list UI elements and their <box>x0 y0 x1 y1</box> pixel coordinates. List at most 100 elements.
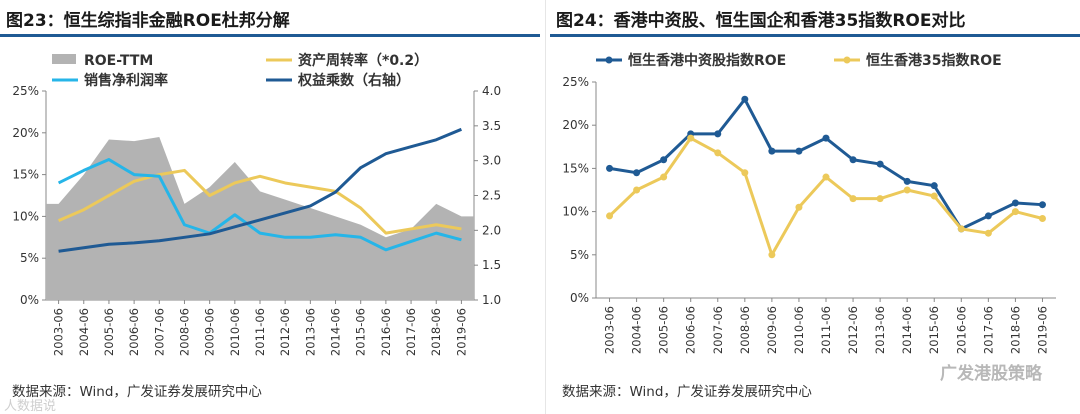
x-tick-label: 2006-06 <box>127 308 141 356</box>
title-rule <box>0 34 540 37</box>
chart-title: 图23：恒生综指非金融ROE杜邦分解 <box>6 11 290 31</box>
y-tick-label: 15% <box>562 161 589 175</box>
chart-panel-24: 图24：香港中资股、恒生国企和香港35指数ROE对比 0% 5% 10% 15% 20%… <box>550 0 1080 414</box>
data-point <box>606 164 614 172</box>
x-tick-label: 2011-06 <box>819 306 833 354</box>
chart-title: 图24：香港中资股、恒生国企和香港35指数ROE对比 <box>556 11 966 31</box>
series-line <box>608 136 1043 257</box>
data-point <box>984 229 992 237</box>
y-tick-label: 0% <box>570 291 589 305</box>
data-point <box>1038 201 1046 209</box>
data-point <box>741 169 749 177</box>
x-tick-label: 2004-06 <box>630 306 644 354</box>
data-point <box>984 212 992 220</box>
data-point <box>849 195 857 203</box>
chart-23-svg: 0% 5% 10% 15% 20% 25% 1.0 1.5 2.0 2.5 3.0 3.5 4.0 200… <box>12 52 501 356</box>
y-tick-label: 10% <box>562 205 589 219</box>
data-point <box>903 186 911 194</box>
data-point <box>687 134 695 142</box>
x-tick-label: 2007-06 <box>711 306 725 354</box>
x-tick-label: 2013-06 <box>873 306 887 354</box>
x-tick-label: 2010-06 <box>792 306 806 354</box>
x-tick-label: 2011-06 <box>253 308 267 356</box>
x-tick-label: 2015-06 <box>354 308 368 356</box>
y2-tick-label: 1.0 <box>482 293 501 307</box>
x-tick-label: 2012-06 <box>846 306 860 354</box>
x-tick-label: 2004-06 <box>77 308 91 356</box>
y2-tick-label: 4.0 <box>482 84 501 98</box>
x-tick-label: 2008-06 <box>177 308 191 356</box>
data-point <box>606 212 614 220</box>
data-point <box>633 186 641 194</box>
legend-net-margin: 销售净利润率 <box>84 72 168 89</box>
x-tick-label: 2006-06 <box>684 306 698 354</box>
data-point <box>876 195 884 203</box>
chart-source: 数据来源：Wind，广发证券发展研究中心 <box>12 384 262 400</box>
x-tick-label: 2019-06 <box>454 308 468 356</box>
data-point <box>930 182 938 190</box>
x-tick-label: 2012-06 <box>278 308 292 356</box>
y2-tick-label: 3.0 <box>482 154 501 168</box>
x-tick-label: 2014-06 <box>900 306 914 354</box>
y-tick-label: 25% <box>12 84 39 98</box>
data-point <box>768 251 776 259</box>
y2-tick-label: 3.5 <box>482 119 501 133</box>
y-tick-label: 25% <box>562 75 589 89</box>
y2-tick-label: 1.5 <box>482 258 501 272</box>
legend-roe-ttm: ROE-TTM <box>84 53 153 69</box>
data-point <box>795 147 803 155</box>
y-tick-label: 15% <box>12 168 39 182</box>
series-line <box>57 168 462 235</box>
legend-swatch <box>52 54 76 64</box>
x-tick-label: 2018-06 <box>429 308 443 356</box>
legend-hs-hk35: 恒生香港35指数ROE <box>866 52 1002 69</box>
x-tick-label: 2008-06 <box>738 306 752 354</box>
data-point <box>714 130 722 138</box>
chart-panel-23: 图23：恒生综指非金融ROE杜邦分解 0% 5% 10% 15% 20% 25% 1.0 1.… <box>0 11 540 400</box>
x-tick-label: 2010-06 <box>228 308 242 356</box>
data-point <box>849 156 857 164</box>
y-tick-label: 20% <box>12 126 39 140</box>
x-tick-label: 2009-06 <box>765 306 779 354</box>
data-point <box>741 95 749 103</box>
title-rule <box>550 34 1080 37</box>
y-tick-label: 10% <box>12 209 39 223</box>
legend-equity-multiplier: 权益乘数（右轴） <box>297 72 410 89</box>
panel-divider <box>545 0 546 414</box>
x-tick-label: 2014-06 <box>329 308 343 356</box>
data-point <box>903 177 911 185</box>
data-point <box>822 173 830 181</box>
legend-hs-china-enterprises: 恒生香港中资股指数ROE <box>628 52 786 69</box>
x-tick-label: 2015-06 <box>927 306 941 354</box>
x-tick-label: 2019-06 <box>1035 306 1049 354</box>
data-point <box>1011 208 1019 216</box>
y-tick-label: 20% <box>562 118 589 132</box>
y2-tick-label: 2.5 <box>482 189 501 203</box>
data-point <box>660 173 668 181</box>
y-tick-label: 0% <box>20 293 39 307</box>
series-line <box>57 158 462 252</box>
x-tick-label: 2005-06 <box>657 306 671 354</box>
legend-marker <box>605 56 613 64</box>
data-point <box>876 160 884 168</box>
x-tick-label: 2009-06 <box>203 308 217 356</box>
watermark-text: 广发港股策略 <box>940 364 1042 384</box>
data-point <box>660 156 668 164</box>
x-tick-label: 2016-06 <box>379 308 393 356</box>
data-point <box>768 147 776 155</box>
legend-marker <box>843 56 851 64</box>
x-tick-label: 2007-06 <box>152 308 166 356</box>
x-tick-label: 2018-06 <box>1008 306 1022 354</box>
chart-24-svg: 0% 5% 10% 15% 20% 25% 2003-06 2004-06 2005-06 200… <box>562 52 1056 354</box>
y-tick-label: 5% <box>570 248 589 262</box>
chart-source: 数据来源：Wind，广发证券发展研究中心 <box>562 384 812 400</box>
data-point <box>930 192 938 200</box>
x-tick-label: 2005-06 <box>102 308 116 356</box>
data-point <box>633 169 641 177</box>
data-point <box>957 225 965 233</box>
x-tick-label: 2013-06 <box>303 308 317 356</box>
y2-tick-label: 2.0 <box>482 223 501 237</box>
legend-asset-turnover: 资产周转率（*0.2） <box>298 52 428 69</box>
series-line <box>58 127 462 253</box>
x-tick-label: 2017-06 <box>404 308 418 356</box>
